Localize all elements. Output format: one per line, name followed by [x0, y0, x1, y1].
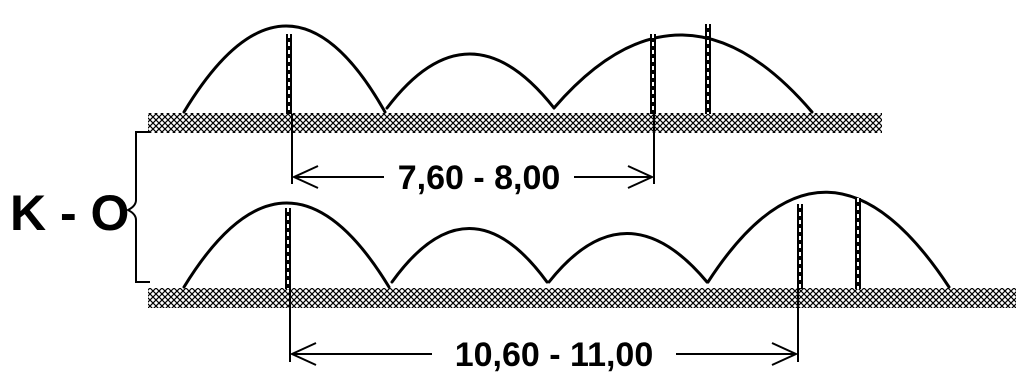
lower-ground-strip: [148, 288, 1016, 308]
lower-arrowhead-left: [289, 342, 317, 366]
lower-arch-1: [182, 201, 391, 289]
upper-arch-1: [182, 24, 387, 114]
lower-arch-2: [390, 227, 549, 284]
row-bracket: [125, 131, 150, 283]
upper-arrowhead-left: [291, 165, 319, 189]
lower-arrowhead-right: [771, 342, 799, 366]
upper-arrowhead-right: [627, 165, 655, 189]
lower-dimension-label: 10,60 - 11,00: [455, 336, 654, 374]
lower-arch-3: [547, 232, 709, 284]
upper-arch-2: [385, 52, 556, 110]
upper-ground-strip: [148, 113, 882, 133]
upper-row: 7,60 - 8,00: [148, 24, 882, 197]
lower-arch-4: [706, 190, 951, 289]
upper-arch-3: [552, 33, 814, 114]
lower-dimension: 10,60 - 11,00: [289, 289, 799, 374]
left-label: K - O: [10, 185, 129, 241]
upper-dimension-label: 7,60 - 8,00: [398, 159, 561, 197]
upper-dimension: 7,60 - 8,00: [291, 114, 655, 197]
lower-row: 10,60 - 11,00: [148, 190, 1016, 374]
